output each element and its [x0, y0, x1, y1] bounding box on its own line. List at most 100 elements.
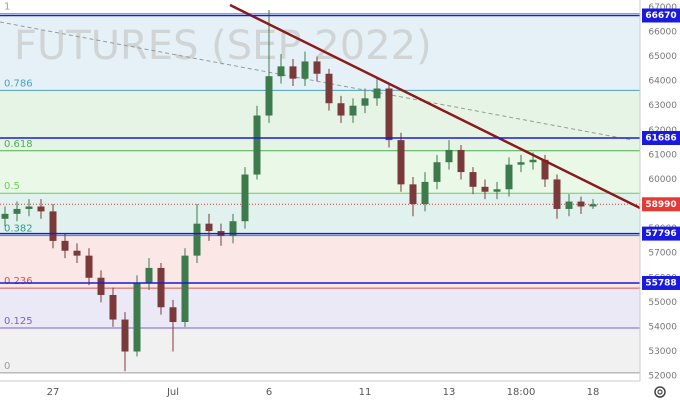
y-tick-label: 57000: [648, 249, 677, 259]
y-tick-label: 62000: [648, 126, 677, 136]
candle-body: [565, 201, 573, 209]
candle-body: [25, 206, 33, 209]
candle-body: [265, 76, 273, 116]
candle-body: [157, 267, 165, 308]
candle-body: [349, 105, 357, 116]
candle-body: [121, 319, 129, 352]
candle-body: [193, 223, 201, 256]
candle-body: [421, 181, 429, 205]
fib-band: [0, 193, 640, 236]
candle-body: [97, 277, 105, 295]
candle-body: [445, 149, 453, 163]
candle-body: [589, 204, 597, 207]
candle-body: [229, 221, 237, 236]
y-tick-label: 64000: [648, 77, 677, 87]
fib-label: 0: [4, 361, 10, 372]
y-tick-label: 67000: [648, 3, 677, 13]
level-tag: [642, 226, 680, 241]
candle-body: [337, 103, 345, 116]
candle-body: [241, 174, 249, 222]
y-tick-label: 60000: [648, 175, 677, 185]
trend-line: [229, 3, 641, 210]
candle-body: [145, 267, 153, 283]
candle-body: [457, 149, 465, 173]
x-tick-label: 18:00: [507, 387, 536, 398]
y-tick-label: 66000: [648, 27, 677, 37]
candle-body: [85, 255, 93, 278]
fib-label: 0.786: [4, 78, 33, 89]
y-tick-label: 65000: [648, 52, 677, 62]
candle-body: [361, 98, 369, 106]
x-tick-label: 13: [443, 387, 456, 398]
last-price-label: 58990: [645, 200, 676, 210]
candle-body: [13, 208, 21, 214]
fib-label: 1: [4, 2, 10, 13]
fib-label: 0.5: [4, 181, 20, 192]
candle-body: [277, 66, 285, 77]
x-tick-label: 27: [47, 387, 60, 398]
fib-band: [0, 13, 640, 91]
fib-band: [0, 90, 640, 151]
candle-body: [37, 206, 45, 212]
candle-body: [481, 186, 489, 192]
fib-label: 0.382: [4, 224, 33, 235]
candle-body: [253, 115, 261, 175]
candle-body: [553, 179, 561, 209]
level-label: 66670: [645, 11, 676, 21]
x-tick-label: 6: [266, 387, 272, 398]
fib-band: [0, 327, 640, 373]
candle-body: [49, 211, 57, 241]
y-tick-label: 63000: [648, 101, 677, 111]
y-tick-label: 53000: [648, 347, 677, 357]
candle-body: [325, 73, 333, 104]
candle-body: [313, 61, 321, 74]
fib-band: [0, 288, 640, 328]
x-tick-label: 11: [359, 387, 372, 398]
x-tick-label: 18: [587, 387, 600, 398]
level-tag: [642, 130, 680, 145]
y-tick-label: 61000: [648, 150, 677, 160]
candle-body: [493, 189, 501, 192]
level-label: 61686: [645, 133, 676, 143]
candle-body: [205, 223, 213, 232]
fib-band: [0, 235, 640, 289]
candle-body: [133, 282, 141, 352]
candle-body: [409, 184, 417, 205]
gear[interactable]: [654, 386, 666, 398]
candle-body: [397, 140, 405, 185]
y-tick-label: 52000: [648, 372, 677, 382]
last-price-tag: [642, 197, 680, 212]
candle-body: [301, 61, 309, 79]
candle-body: [469, 172, 477, 187]
candle-body: [505, 164, 513, 190]
candle-body: [529, 159, 537, 163]
candle-body: [373, 88, 381, 99]
fib-label: 0.618: [4, 139, 33, 150]
y-tick-label: 55000: [648, 298, 677, 308]
candle-body: [181, 255, 189, 323]
gear-hub[interactable]: [657, 389, 663, 395]
candle-body: [541, 159, 549, 180]
fib-label: 0.125: [4, 316, 33, 327]
candle-body: [577, 201, 585, 207]
y-tick-label: 54000: [648, 322, 677, 332]
level-tag: [642, 275, 680, 290]
candle-body: [433, 162, 441, 182]
level-label: 55788: [645, 278, 676, 288]
candle-body: [289, 66, 297, 79]
watermark: FUTURES (SEP 2022): [14, 23, 432, 69]
fib-label: 0.236: [4, 276, 33, 287]
candle-body: [517, 162, 525, 165]
candle-body: [73, 250, 81, 256]
candle-body: [61, 240, 69, 251]
dashed-trend-line: [0, 21, 633, 141]
candle-body: [1, 213, 9, 219]
x-tick-label: Jul: [166, 387, 179, 398]
settings-icon[interactable]: [654, 386, 666, 398]
level-label: 57796: [645, 229, 676, 239]
candle-body: [169, 307, 177, 323]
candle-body: [109, 294, 117, 320]
level-tag: [642, 8, 680, 23]
